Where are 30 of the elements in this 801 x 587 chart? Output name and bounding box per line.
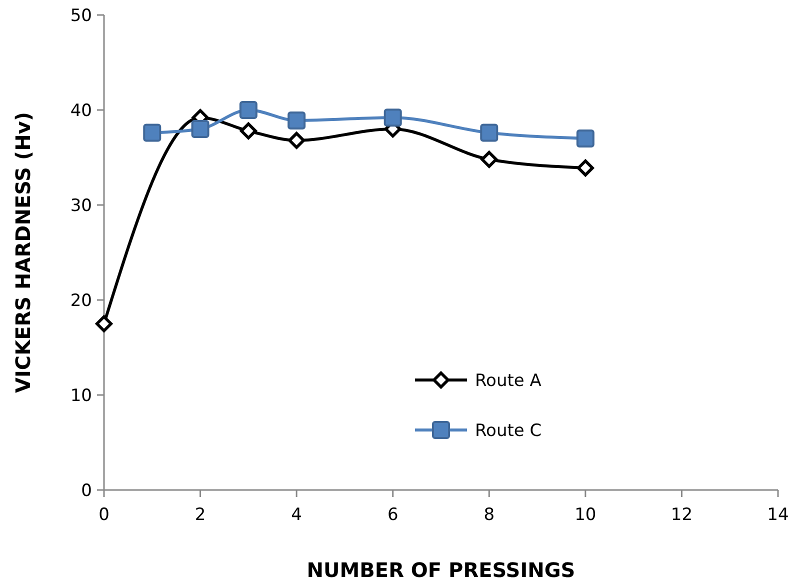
point [384,108,402,127]
point [288,111,306,130]
x-axis-title: NUMBER OF PRESSINGS [306,558,576,582]
point [239,101,258,119]
x-tick-label: 10 [574,505,596,525]
point [480,150,498,168]
x-tick-label: 8 [484,505,495,525]
legend-label: Route A [475,370,542,391]
point [240,122,257,140]
y-axis-title: VICKERS HARDNESS (Hv) [11,112,35,394]
y-tick-label: 40 [70,100,92,121]
x-tick-label: 12 [670,505,693,525]
point [576,159,594,176]
point [143,124,162,142]
y-tick-label: 0 [81,480,92,501]
legend-label: Route C [475,420,542,441]
x-tick-label: 6 [387,505,398,525]
point [576,130,594,148]
x-tick-label: 0 [98,505,110,525]
point [191,120,210,138]
y-tick-label: 20 [70,290,92,311]
y-tick-label: 50 [70,6,92,26]
y-tick-label: 30 [70,196,92,216]
point [96,315,112,332]
y-tick-label: 10 [70,386,92,406]
x-tick-label: 2 [194,505,206,525]
x-tick-label: 4 [291,505,302,525]
point [480,124,498,142]
x-tick-label: 14 [767,505,789,525]
point [288,132,306,149]
